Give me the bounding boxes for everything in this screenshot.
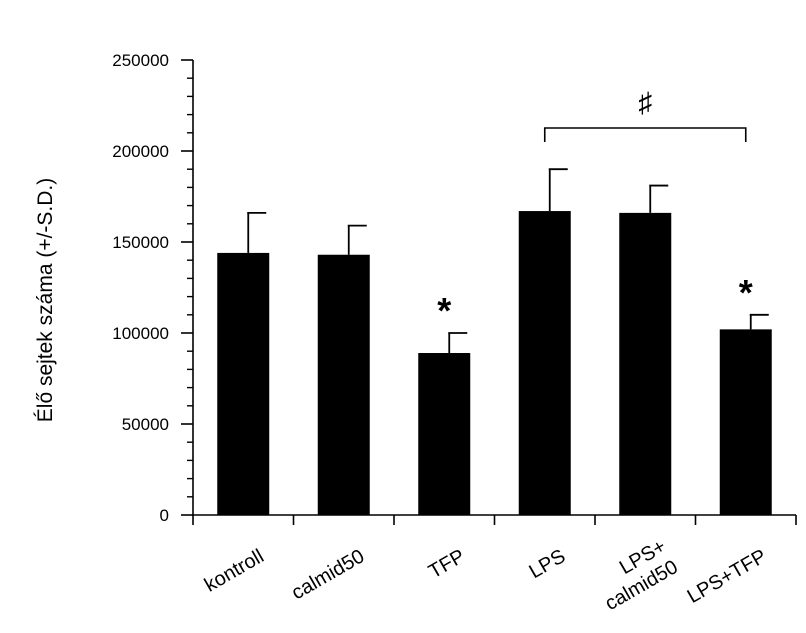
bar — [418, 353, 471, 515]
bar — [217, 252, 270, 516]
x-category-label-group: LPS — [526, 545, 570, 583]
x-category-label-group: LPS+calmid50 — [601, 535, 681, 615]
x-category-label: LPS — [526, 545, 570, 583]
bar — [619, 212, 672, 515]
bar — [317, 254, 370, 516]
error-bars — [247, 168, 769, 354]
y-axis-label: Élő sejtek száma (+/-S.D.) — [34, 178, 57, 422]
y-tick-label: 100000 — [112, 324, 169, 343]
x-category-label-group: calmid50 — [288, 545, 368, 604]
significance-bracket — [543, 127, 747, 142]
bar — [719, 329, 772, 515]
x-category-label: calmid50 — [288, 545, 368, 604]
y-tick-label: 0 — [160, 506, 169, 525]
y-tick-label: 150000 — [112, 233, 169, 252]
y-tick-label: 200000 — [112, 142, 169, 161]
x-category-label-group: TFP — [425, 545, 469, 583]
x-category-label-group: LPS+TFP — [684, 545, 771, 608]
significance-bracket-label: ♯ — [638, 87, 652, 118]
labels: 0 50000 100000 150000 200000 250000 kontroll ca… — [112, 51, 770, 615]
x-category-label: TFP — [425, 545, 469, 583]
significance-star: * — [437, 290, 451, 331]
y-tick-label: 250000 — [112, 51, 169, 70]
x-category-label: kontroll — [201, 545, 268, 596]
significance-star: * — [739, 272, 753, 313]
x-category-label: LPS+TFP — [684, 545, 771, 608]
bar — [518, 211, 571, 515]
x-category-label-group: kontroll — [201, 545, 268, 596]
bars — [217, 211, 772, 516]
significance-markers: * * ♯ — [437, 87, 753, 331]
axes — [181, 59, 797, 525]
y-tick-label: 50000 — [122, 415, 169, 434]
